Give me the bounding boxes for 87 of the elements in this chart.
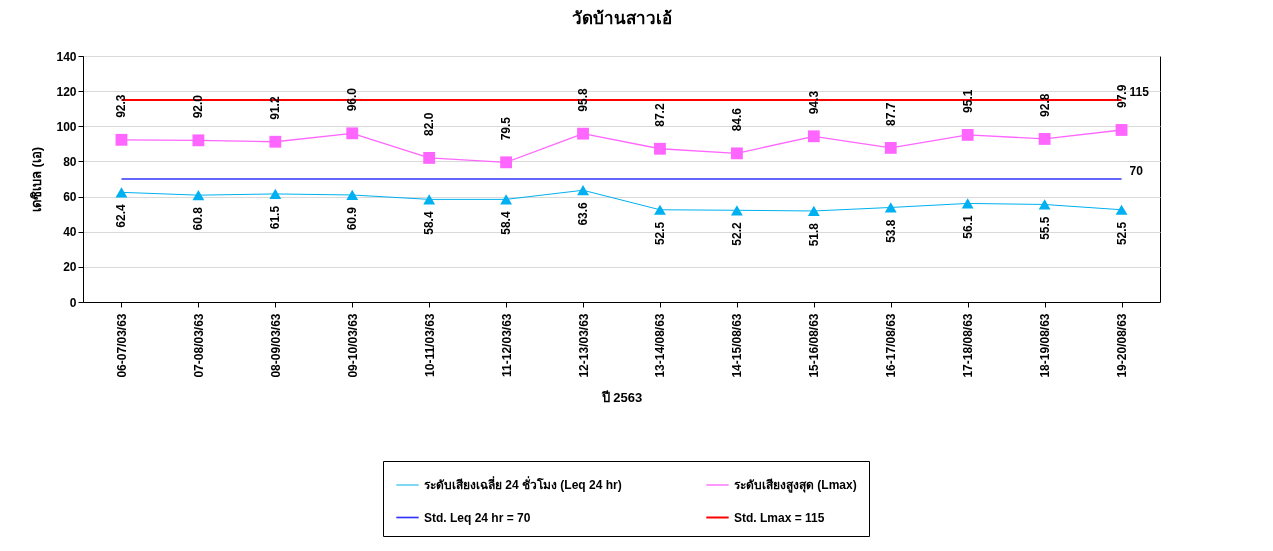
point bbox=[654, 142, 666, 155]
x-tick-label: 16-17/08/63 bbox=[884, 313, 899, 378]
y-tick-label: 80 bbox=[63, 154, 77, 169]
data-label: 92.3 bbox=[114, 94, 129, 118]
legend-label: ระดับเสียงสูงสุด (Lmax) bbox=[734, 478, 857, 493]
y-tick-label: 120 bbox=[56, 84, 77, 99]
data-label: 84.6 bbox=[729, 107, 744, 132]
point bbox=[115, 133, 128, 146]
point bbox=[346, 189, 359, 201]
y-tick-label: 140 bbox=[56, 49, 77, 64]
data-label: 94.3 bbox=[806, 90, 821, 115]
point bbox=[192, 190, 205, 201]
x-tick-label: 08-09/03/63 bbox=[268, 313, 283, 378]
x-tick-label: 12-13/03/63 bbox=[576, 313, 591, 378]
data-label: 62.4 bbox=[114, 204, 129, 228]
point bbox=[730, 147, 743, 160]
x-tick-label: 07-08/03/63 bbox=[191, 313, 206, 378]
point bbox=[654, 204, 666, 215]
data-label: 115 bbox=[1129, 84, 1150, 99]
point bbox=[577, 185, 589, 196]
x-tick-label: 15-16/08/63 bbox=[807, 313, 822, 378]
point bbox=[192, 134, 205, 147]
x-tick-label: 06-07/03/63 bbox=[114, 313, 129, 378]
x-axis-title: ปี 2563 bbox=[600, 389, 643, 405]
data-label: 61.5 bbox=[268, 205, 283, 230]
x-tick-label: 09-10/03/63 bbox=[345, 313, 360, 378]
data-label: 52.5 bbox=[652, 221, 667, 246]
point bbox=[269, 188, 282, 200]
data-label: 60.9 bbox=[345, 206, 360, 231]
x-tick-label: 17-18/08/63 bbox=[961, 313, 976, 378]
point bbox=[423, 194, 436, 205]
data-label: 70 bbox=[1129, 164, 1144, 178]
data-label: 52.2 bbox=[729, 221, 744, 246]
data-label: 92.8 bbox=[1037, 93, 1052, 117]
point bbox=[807, 205, 820, 217]
point bbox=[423, 152, 436, 164]
data-label: 82.0 bbox=[422, 112, 437, 136]
point bbox=[577, 127, 589, 140]
point bbox=[807, 130, 820, 143]
legend-label: ระดับเสียงเฉลี่ย 24 ชั่วโมง (Leq 24 hr) bbox=[424, 476, 622, 492]
y-axis-title: เดซิเบล (เอ) bbox=[29, 146, 45, 213]
x-tick-label: 13-14/08/63 bbox=[653, 313, 668, 378]
data-label: 58.4 bbox=[422, 211, 437, 235]
point bbox=[115, 187, 128, 198]
y-tick-label: 100 bbox=[56, 119, 77, 134]
data-label: 92.0 bbox=[191, 94, 206, 119]
data-label: 91.2 bbox=[268, 96, 283, 120]
data-label: 56.1 bbox=[960, 215, 975, 239]
point bbox=[500, 194, 513, 205]
data-label: 95.1 bbox=[960, 89, 975, 113]
legend-label: Std. Lmax = 115 bbox=[734, 510, 825, 525]
y-tick-label: 40 bbox=[63, 225, 77, 240]
data-label: 52.5 bbox=[1114, 221, 1129, 246]
data-label: 58.4 bbox=[499, 211, 514, 235]
y-tick-label: 60 bbox=[63, 190, 77, 205]
x-tick-label: 18-19/08/63 bbox=[1038, 313, 1053, 378]
data-label: 79.5 bbox=[499, 116, 514, 141]
data-label: 87.7 bbox=[883, 102, 898, 126]
data-label: 60.8 bbox=[191, 206, 206, 231]
data-label: 96.0 bbox=[345, 87, 360, 112]
point bbox=[961, 128, 974, 141]
point bbox=[500, 156, 513, 169]
point bbox=[1038, 133, 1051, 145]
data-label: 87.2 bbox=[652, 103, 667, 127]
data-label: 55.5 bbox=[1037, 216, 1052, 240]
point bbox=[884, 202, 897, 213]
x-tick-label: 11-12/03/63 bbox=[499, 313, 514, 377]
point bbox=[961, 198, 974, 209]
x-tick-label: 19-20/08/63 bbox=[1115, 313, 1130, 378]
point bbox=[346, 127, 359, 140]
x-tick-label: 10-11/03/63 bbox=[422, 313, 437, 377]
data-label: 53.8 bbox=[883, 219, 898, 243]
point bbox=[1115, 124, 1128, 136]
y-tick-label: 0 bbox=[69, 295, 77, 310]
chart-title: วัดบ้านสาวเอ้ bbox=[571, 9, 672, 28]
data-label: 97.9 bbox=[1114, 84, 1129, 108]
y-tick-label: 20 bbox=[63, 260, 77, 275]
data-label: 63.6 bbox=[576, 201, 591, 226]
data-label: 51.8 bbox=[806, 222, 821, 247]
point bbox=[884, 141, 897, 154]
point bbox=[1115, 204, 1128, 215]
x-tick-label: 14-15/08/63 bbox=[730, 313, 745, 378]
point bbox=[1038, 199, 1051, 210]
point bbox=[269, 135, 282, 148]
legend-label: Std. Leq 24 hr = 70 bbox=[424, 510, 531, 525]
data-label: 95.8 bbox=[576, 87, 591, 112]
point bbox=[730, 205, 743, 216]
